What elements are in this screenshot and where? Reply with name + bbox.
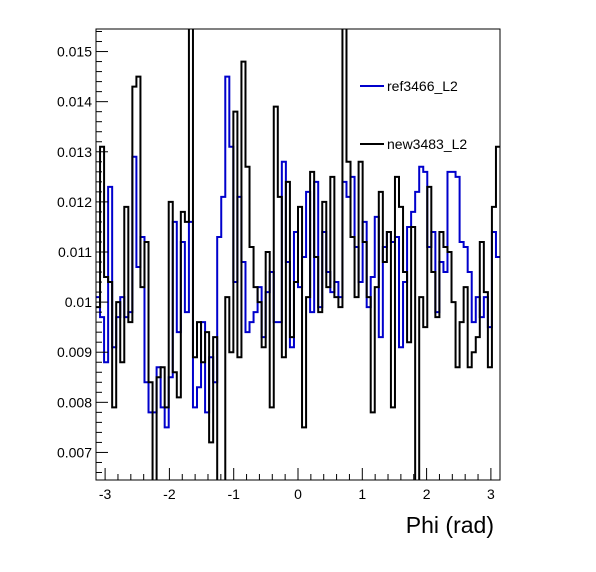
legend: ref3466_L2 new3483_L2 (360, 78, 467, 152)
legend-label: ref3466_L2 (387, 78, 458, 94)
x-tick-label: 3 (487, 486, 495, 502)
x-axis-label: Phi (rad) (406, 512, 494, 538)
y-tick-label: 0.012 (57, 194, 92, 210)
series-layer (96, 29, 500, 480)
y-tick-label: 0.011 (58, 244, 92, 260)
y-tick-label: 0.008 (57, 394, 92, 410)
x-tick-label: 1 (358, 486, 366, 502)
x-tick-label: 2 (423, 486, 431, 502)
x-tick-label: -3 (99, 486, 112, 502)
y-tick-label: 0.009 (57, 344, 92, 360)
x-tick-label: 0 (294, 486, 302, 502)
y-tick-label: 0.013 (57, 144, 92, 160)
y-tick-label: 0.01 (65, 294, 92, 310)
y-axis: 0.007 0.008 0.009 0.01 0.011 0.012 0.013 0.014 0… (57, 31, 108, 473)
x-axis: -3 -2 -1 0 1 2 3 (99, 468, 495, 502)
y-tick-label: 0.015 (57, 44, 92, 60)
y-tick-label: 0.014 (57, 94, 92, 110)
legend-label: new3483_L2 (387, 136, 467, 152)
x-tick-label: -1 (227, 486, 240, 502)
y-tick-label: 0.007 (57, 444, 92, 460)
x-tick-label: -2 (163, 486, 176, 502)
series-line-new3483_L2 (96, 29, 500, 480)
